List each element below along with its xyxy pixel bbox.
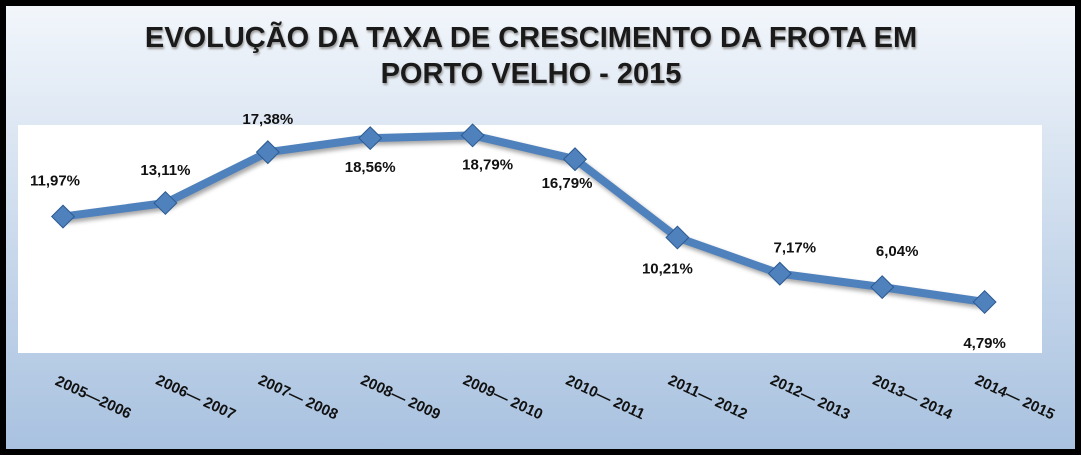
chart-title: EVOLUÇÃO DA TAXA DE CRESCIMENTO DA FROTA… (144, 22, 918, 90)
point-marker (255, 140, 280, 165)
point-marker (50, 204, 76, 229)
x-tick-label: 2008— 2009 (358, 372, 443, 424)
x-tick-label: 2007— 2008 (256, 372, 341, 424)
x-tick-label: 2006— 2007 (153, 372, 238, 424)
data-label: 6,04% (876, 243, 919, 260)
x-tick-label: 2013— 2014 (870, 372, 956, 424)
data-label: 18,79% (462, 156, 513, 173)
plot-area (18, 125, 1042, 353)
point-marker (972, 289, 997, 315)
chart: 11,97% 13,11% 17,38% 18,56% 18,79% 16,79% 10,2… (18, 111, 1057, 424)
point-marker (767, 261, 792, 286)
x-tick-label: 2012— 2013 (768, 372, 853, 424)
data-label: 13,11% (140, 162, 190, 179)
data-label: 4,79% (963, 335, 1006, 352)
x-tick-label: 2009— 2010 (460, 372, 545, 424)
data-label: 16,79% (542, 175, 593, 192)
data-label: 18,56% (345, 159, 396, 176)
data-label: 11,97% (30, 173, 80, 190)
data-label: 7,17% (774, 240, 817, 257)
x-tick-label: 2010— 2011 (563, 372, 647, 423)
point-marker (460, 123, 485, 148)
x-tick-label: 2005—2006 (53, 373, 134, 423)
point-marker (562, 147, 588, 172)
point-marker (870, 275, 895, 300)
point-marker (665, 225, 690, 250)
data-label: 17,38% (242, 111, 293, 128)
x-tick-label: 2014— 2015 (972, 372, 1057, 424)
point-marker (358, 126, 383, 151)
series-line (62, 131, 986, 306)
x-tick-label: 2011— 2012 (665, 372, 749, 423)
point-marker (153, 190, 178, 216)
data-label: 10,21% (642, 260, 693, 277)
